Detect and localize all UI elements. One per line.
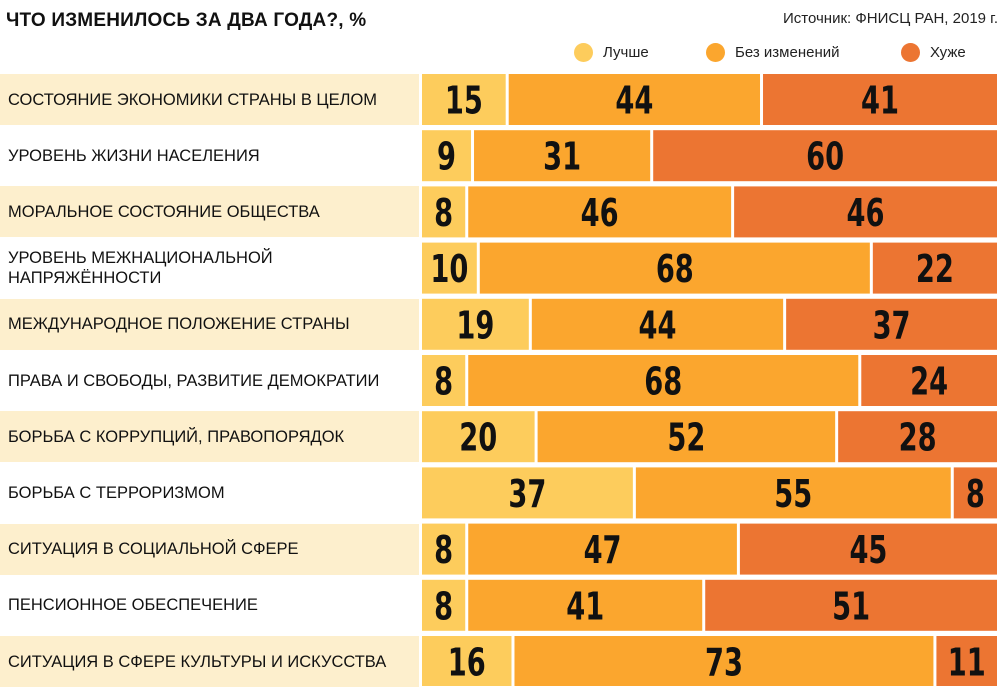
bar-worse — [739, 523, 997, 575]
bar-worse — [653, 130, 997, 182]
legend-item-same: Без изменений — [706, 42, 839, 62]
bar-better — [422, 186, 466, 238]
bar-same — [468, 579, 703, 631]
legend-label-worse: Хуже — [930, 43, 966, 61]
data-label-worse: 41 — [861, 79, 899, 123]
data-label-worse: 24 — [910, 360, 948, 404]
bar-worse — [838, 411, 997, 463]
data-label-same: 44 — [638, 303, 676, 347]
data-label-worse: 37 — [873, 303, 911, 347]
legend-swatch-worse — [901, 42, 920, 62]
data-label-same: 31 — [543, 135, 581, 179]
bar-better — [422, 411, 535, 463]
data-label-better: 37 — [508, 472, 546, 516]
category-label: Уровень жизни населения — [0, 130, 419, 182]
bar-same — [468, 355, 859, 406]
bar-better — [422, 242, 477, 294]
category-label: Права и свободы, развитие демократии — [0, 355, 419, 406]
bar-same — [531, 298, 784, 350]
bar-same — [468, 186, 732, 238]
legend-label-same: Без изменений — [735, 43, 840, 61]
bar-worse — [763, 74, 997, 125]
data-label-same: 52 — [667, 416, 705, 460]
bar-better — [422, 74, 506, 125]
category-label: Борьба с коррупций, правопорядок — [0, 411, 419, 463]
data-label-worse: 11 — [948, 641, 986, 685]
bar-better — [422, 355, 466, 406]
chart-title: ЧТО ИЗМЕНИЛОСЬ ЗА ДВА ГОДА?, % — [6, 10, 367, 31]
category-label: Пенсионное обеспечение — [0, 579, 419, 631]
bar-same — [474, 130, 651, 182]
bar-same — [514, 636, 934, 686]
data-label-worse: 60 — [806, 135, 844, 179]
data-label-worse: 28 — [899, 416, 937, 460]
data-label-same: 55 — [774, 472, 812, 516]
data-label-better: 8 — [434, 191, 453, 235]
data-label-better: 8 — [434, 584, 453, 628]
bar-same — [635, 467, 951, 519]
data-label-worse: 8 — [966, 472, 985, 516]
category-label: Уровень межнациональной напряжённости — [0, 242, 419, 294]
category-label: Ситуация в социальной сфере — [0, 523, 419, 575]
category-label: Состояние экономики страны в целом — [0, 74, 419, 125]
data-label-same: 68 — [656, 247, 694, 291]
legend-item-worse: Хуже — [901, 42, 966, 62]
bar-better — [422, 467, 633, 519]
data-label-better: 20 — [459, 416, 497, 460]
data-label-same: 47 — [584, 528, 622, 572]
legend-swatch-better — [574, 42, 593, 62]
bar-worse — [953, 467, 997, 519]
bar-better — [422, 579, 466, 631]
data-label-better: 19 — [456, 303, 494, 347]
category-label: Международное положение страны — [0, 298, 419, 350]
bar-worse — [734, 186, 997, 238]
data-label-better: 9 — [437, 135, 456, 179]
data-label-same: 68 — [644, 360, 682, 404]
data-label-better: 10 — [430, 247, 468, 291]
bar-same — [508, 74, 761, 125]
data-label-worse: 46 — [847, 191, 885, 235]
source-note: Источник: ФНИСЦ РАН, 2019 г. — [782, 10, 998, 27]
bar-same — [479, 242, 870, 294]
bar-better — [422, 130, 472, 182]
data-label-better: 8 — [434, 360, 453, 404]
data-label-same: 44 — [615, 79, 653, 123]
bar-worse — [786, 298, 997, 350]
category-label: Моральное состояние общества — [0, 186, 419, 238]
bar-better — [422, 523, 466, 575]
bar-same — [468, 523, 737, 575]
legend: Лучше Без изменений Хуже — [574, 42, 1000, 62]
data-label-worse: 51 — [832, 584, 870, 628]
bar-better — [422, 298, 529, 350]
data-label-better: 8 — [434, 528, 453, 572]
bar-same — [537, 411, 836, 463]
bar-worse — [861, 355, 997, 406]
bar-worse — [872, 242, 997, 294]
data-label-worse: 22 — [916, 247, 954, 291]
data-label-same: 41 — [566, 584, 604, 628]
data-label-worse: 45 — [849, 528, 887, 572]
legend-item-better: Лучше — [574, 42, 649, 62]
category-label: Борьба с терроризмом — [0, 467, 419, 519]
data-label-same: 46 — [581, 191, 619, 235]
data-label-same: 73 — [705, 641, 743, 685]
bar-worse — [705, 579, 997, 631]
data-label-better: 15 — [445, 79, 483, 123]
data-label-better: 16 — [448, 641, 486, 685]
category-label: Ситуация в сфере культуры и искусства — [0, 636, 419, 687]
legend-swatch-same — [706, 42, 725, 62]
bar-worse — [936, 636, 997, 686]
bar-better — [422, 636, 512, 686]
legend-label-better: Лучше — [603, 43, 649, 61]
